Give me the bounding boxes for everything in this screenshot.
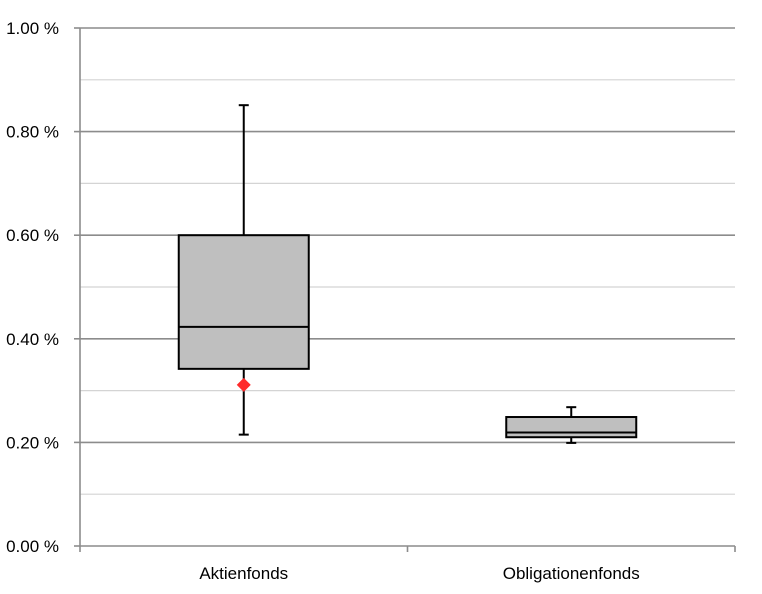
y-tick-label: 0.60 % [6,226,59,245]
box-aktienfonds [177,104,310,436]
iqr-box [505,416,638,439]
x-category-label: Aktienfonds [199,564,288,583]
iqr-box [177,234,310,370]
y-tick-label: 0.80 % [6,123,59,142]
tick-labels: 1.00 % 0.80 % 0.60 % 0.40 % 0.20 % 0.00 % Akti… [6,19,640,583]
y-tick-label: 0.00 % [6,537,59,556]
axes [74,27,736,552]
mean-marker [236,377,251,392]
x-category-label: Obligationenfonds [503,564,640,583]
y-tick-label: 1.00 % [6,19,59,38]
y-tick-label: 0.20 % [6,433,59,452]
box-obligationenfonds [505,406,638,444]
boxes [177,104,638,444]
y-tick-label: 0.40 % [6,330,59,349]
